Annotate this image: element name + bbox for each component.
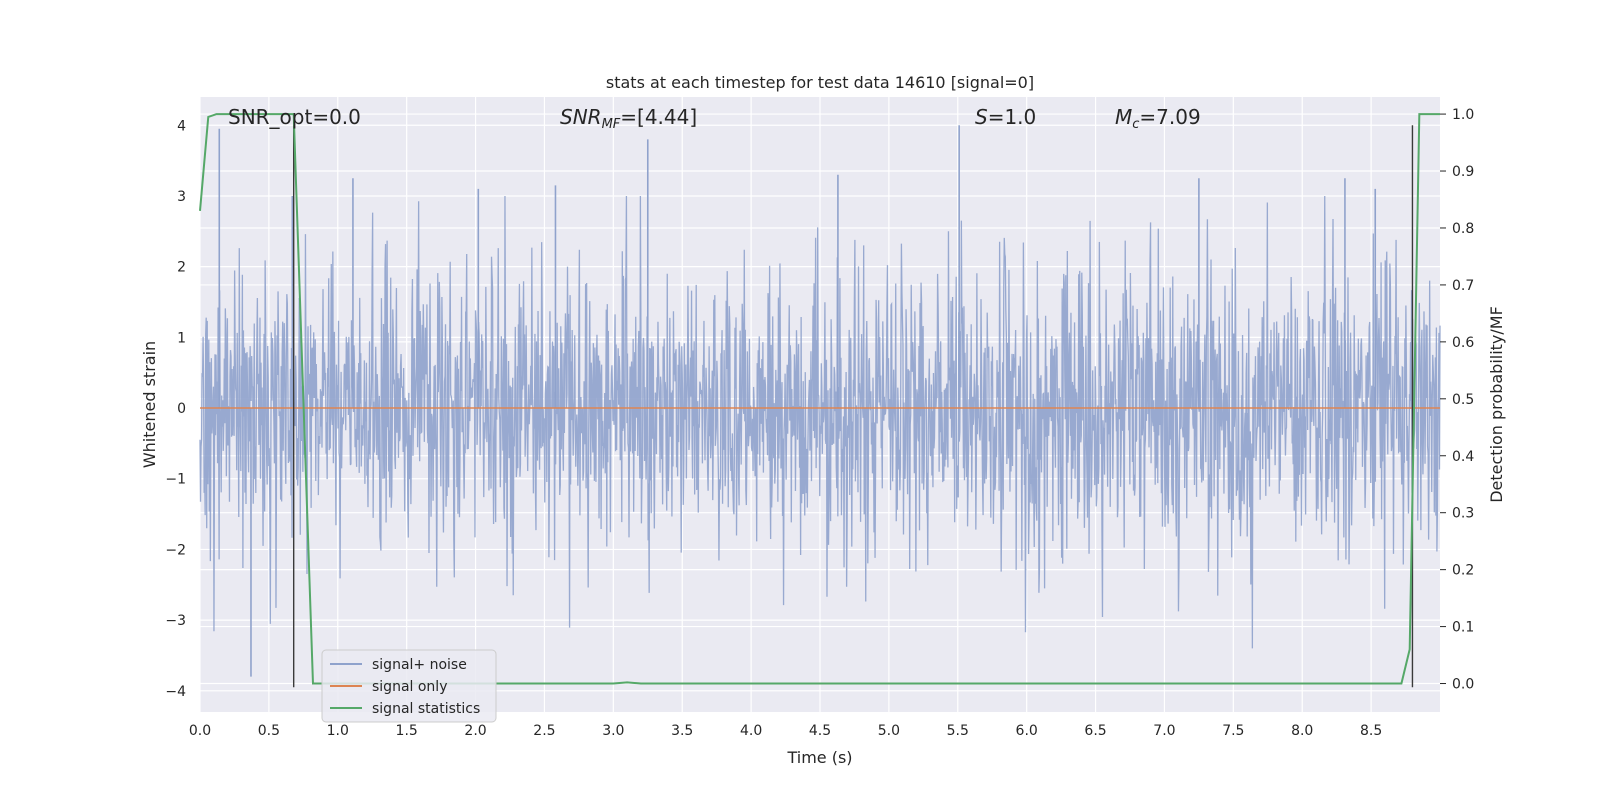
legend-label-signal-statistics: signal statistics: [372, 701, 480, 717]
x-tick-label: 0.0: [189, 723, 211, 739]
y-right-tick-label: 0.9: [1452, 164, 1474, 180]
overlay-lines: [199, 113, 1440, 688]
mc-value: =7.09: [1139, 105, 1200, 129]
snr-mf-value: =[4.44]: [620, 105, 697, 129]
x-tick-label: 8.5: [1360, 723, 1382, 739]
x-tick-label: 1.0: [327, 723, 349, 739]
s-var: S: [975, 105, 988, 129]
x-tick-label: 6.0: [1016, 723, 1038, 739]
y-right-tick-label: 0.3: [1452, 506, 1474, 522]
y-left-tick-label: −2: [165, 542, 186, 558]
axes: 0.0 0.5 1.0 1.5 2.0 2.5 3.0 3.5 4.0 4.5 5.0 5.5 6.0 6…: [165, 107, 1474, 739]
y-right-tick-label: 0.4: [1452, 449, 1474, 465]
x-tick-label: 6.5: [1084, 723, 1106, 739]
x-axis-label: Time (s): [786, 748, 852, 767]
snr-mf-main: SNR: [560, 105, 602, 129]
x-tick-label: 0.5: [258, 723, 280, 739]
y-right-tick-label: 0.5: [1452, 392, 1474, 408]
y-left-tick-label: −1: [165, 472, 186, 488]
y-right-tick-label: 0.1: [1452, 620, 1474, 636]
signal-noise-series: [199, 125, 1441, 677]
y-left-tick-label: 4: [177, 118, 186, 134]
legend-label-signal-only: signal only: [372, 679, 447, 695]
y-left-tick-label: 2: [177, 260, 186, 276]
legend: signal+ noise signal only signal statist…: [321, 649, 497, 723]
annotation-mc: Mc=7.09: [1115, 105, 1201, 132]
x-tick-label: 5.0: [878, 723, 900, 739]
x-tick-label: 3.5: [671, 723, 693, 739]
y-right-tick-label: 0.6: [1452, 335, 1474, 351]
x-tick-label: 7.0: [1153, 723, 1175, 739]
y-left-tick-label: 3: [177, 189, 186, 205]
x-tick-label: 1.5: [396, 723, 418, 739]
x-tick-label: 2.0: [464, 723, 486, 739]
x-tick-label: 3.0: [602, 723, 624, 739]
y-right-tick-label: 0.0: [1452, 677, 1474, 693]
legend-box: [321, 649, 497, 723]
x-tick-label: 8.0: [1291, 723, 1313, 739]
y-right-tick-label: 0.2: [1452, 563, 1474, 579]
annotation-s: S=1.0: [975, 105, 1036, 129]
y-axis-label-right: Detection probability/MF: [1487, 306, 1506, 503]
x-tick-label: 4.0: [740, 723, 762, 739]
s-value: =1.0: [988, 105, 1037, 129]
annotation-snr-opt: SNR_opt=0.0: [228, 105, 361, 129]
y-right-tick-label: 0.8: [1452, 221, 1474, 237]
x-tick-label: 2.5: [533, 723, 555, 739]
y-left-tick-label: 0: [177, 401, 186, 417]
signal-statistics-line: [199, 113, 1440, 685]
y-axis-label-left: Whitened strain: [140, 341, 159, 468]
legend-label-signal-noise: signal+ noise: [372, 657, 467, 673]
annotation-snr-mf: SNRMF=[4.44]: [560, 105, 697, 132]
x-tick-label: 5.5: [947, 723, 969, 739]
x-tick-label: 7.5: [1222, 723, 1244, 739]
signal-noise-trace: [199, 195, 1441, 649]
y-left-tick-label: −3: [165, 613, 186, 629]
y-right-tick-label: 1.0: [1452, 107, 1474, 123]
mc-main: M: [1115, 105, 1132, 129]
mc-sub: c: [1132, 117, 1139, 132]
y-left-tick-label: 1: [177, 330, 186, 346]
x-tick-label: 4.5: [809, 723, 831, 739]
snr-mf-sub: MF: [602, 117, 621, 132]
y-right-tick-label: 0.7: [1452, 278, 1474, 294]
y-left-tick-label: −4: [165, 684, 186, 700]
chart-title: stats at each timestep for test data 146…: [606, 73, 1034, 92]
